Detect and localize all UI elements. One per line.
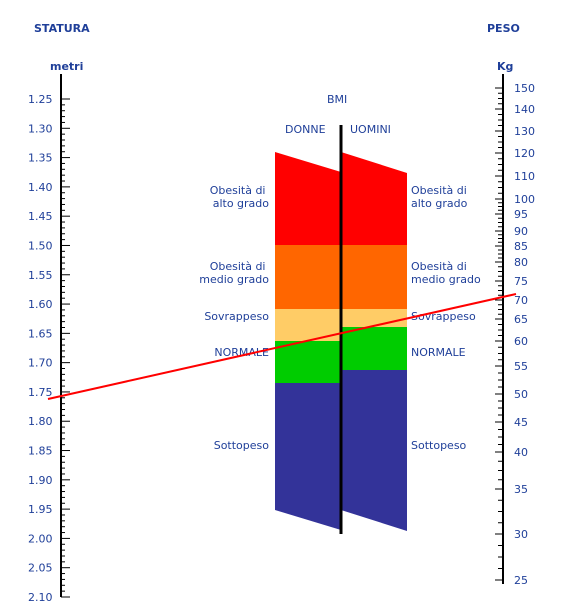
weight-tick-label: 70 [514,294,528,307]
women-band-obese-mid [275,245,341,309]
men-band-obese-high [341,152,407,245]
weight-tick-label: 85 [514,240,528,253]
height-tick-label: 1.35 [28,152,53,165]
weight-tick-label: 25 [514,574,528,587]
women-label-obese-mid: Obesità di medio grado [199,260,269,286]
height-tick-label: 1.40 [28,181,53,194]
women-label-normal: NORMALE [214,346,269,359]
weight-tick-label: 30 [514,528,528,541]
weight-tick-label: 80 [514,256,528,269]
women-label-obese-high: Obesità di alto grado [210,184,270,210]
height-tick-label: 1.95 [28,503,53,516]
women-band-underweight [275,383,341,530]
women-label-overweight: Sovrappeso [204,310,269,323]
men-label-normal: NORMALE [411,346,466,359]
men-label-obese-high: Obesità di alto grado [411,184,470,210]
weight-tick-label: 100 [514,193,535,206]
men-band-obese-mid [341,245,407,309]
weight-tick-label: 45 [514,416,528,429]
women-band-obese-high [275,152,341,245]
men-band-normal [341,327,407,370]
weight-tick-label: 35 [514,483,528,496]
men-label-underweight: Sottopeso [411,439,467,452]
height-axis-unit: metri [50,60,83,73]
weight-tick-label: 75 [514,275,528,288]
height-tick-label: 1.70 [28,357,53,370]
weight-axis-title: PESO [487,22,520,35]
weight-tick-label: 150 [514,82,535,95]
height-axis-title: STATURA [34,22,90,35]
weight-tick-label: 60 [514,335,528,348]
weight-tick-label: 65 [514,313,528,326]
men-band-overweight [341,309,407,327]
height-tick-label: 1.65 [28,327,53,340]
women-label-underweight: Sottopeso [214,439,270,452]
women-label: DONNE [285,123,326,136]
women-band-normal [275,341,341,383]
height-tick-label: 1.55 [28,269,53,282]
height-tick-label: 1.60 [28,298,53,311]
height-tick-label: 1.85 [28,445,53,458]
weight-tick-label: 55 [514,360,528,373]
example-line [47,293,517,400]
height-tick-label: 1.75 [28,386,53,399]
men-band-underweight [341,370,407,531]
height-tick-label: 1.50 [28,239,53,252]
weight-tick-label: 120 [514,147,535,160]
bmi-title: BMI [327,93,347,106]
weight-tick-label: 140 [514,103,535,116]
height-tick-label: 2.10 [28,591,53,604]
weight-tick-label: 50 [514,388,528,401]
bmi-bands [275,125,407,534]
height-tick-label: 1.90 [28,474,53,487]
height-tick-label: 2.05 [28,562,53,575]
men-label-overweight: Sovrappeso [411,310,476,323]
height-tick-label: 1.80 [28,415,53,428]
height-tick-label: 2.00 [28,532,53,545]
weight-tick-label: 40 [514,446,528,459]
height-tick-label: 1.30 [28,122,53,135]
weight-axis: 150 140 130 120 110 100 95 90 85 80 75 70 65 60 55 50 45… [495,74,535,587]
men-label-obese-mid: Obesità di medio grado [411,260,481,286]
weight-axis-unit: Kg [497,60,513,73]
height-tick-label: 1.25 [28,93,53,106]
weight-tick-label: 130 [514,125,535,138]
weight-tick-label: 95 [514,208,528,221]
height-tick-label: 1.45 [28,210,53,223]
height-axis: 1.25 1.30 1.35 1.40 1.45 1.50 1.55 1.60 1.65 1.70… [28,74,70,604]
bmi-category-labels: Obesità di alto grado Obesità di alto gr… [199,184,481,452]
women-band-overweight [275,309,341,341]
weight-tick-label: 110 [514,170,535,183]
weight-tick-label: 90 [514,225,528,238]
men-label: UOMINI [350,123,391,136]
